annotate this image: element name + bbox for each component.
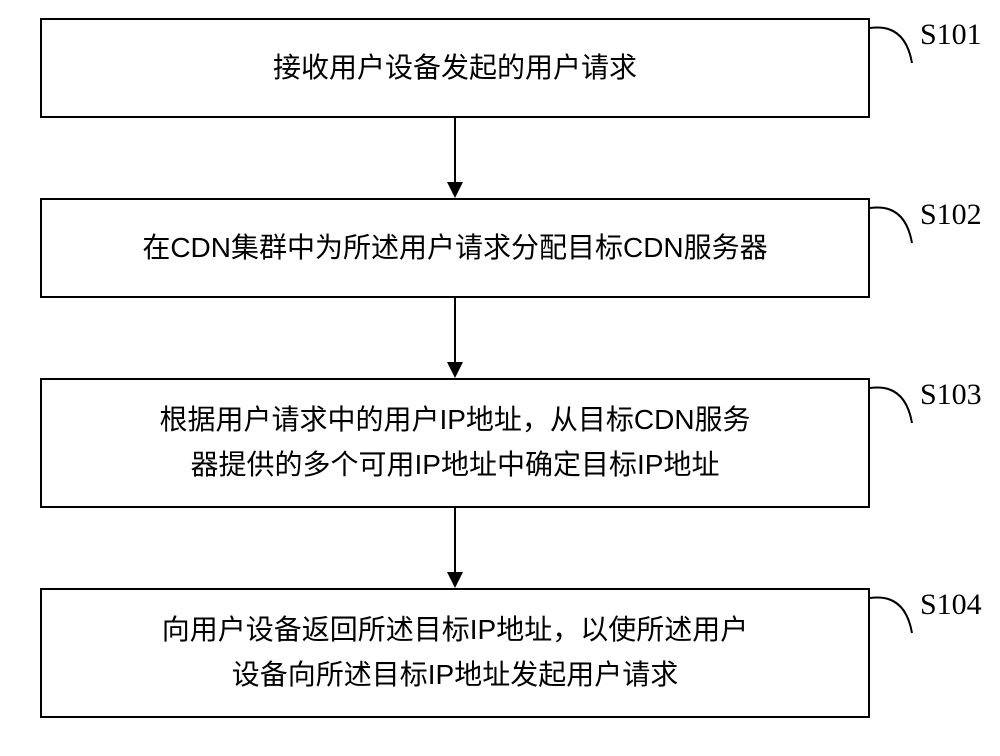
arrow-3-4-line (454, 508, 456, 572)
step-1-box: 接收用户设备发起的用户请求 (40, 18, 870, 118)
step-2-text: 在CDN集群中为所述用户请求分配目标CDN服务器 (142, 226, 767, 271)
arrow-3-4-head (447, 572, 463, 588)
step-2-label: S102 (920, 198, 982, 232)
arrow-1-2-line (454, 118, 456, 182)
step-1-label: S101 (920, 18, 982, 52)
arrow-2-3-head (447, 362, 463, 378)
step-4-box: 向用户设备返回所述目标IP地址，以使所述用户 设备向所述目标IP地址发起用户请求 (40, 588, 870, 718)
step-4-label: S104 (920, 588, 982, 622)
step-3-label: S103 (920, 378, 982, 412)
step-3-box: 根据用户请求中的用户IP地址，从目标CDN服务 器提供的多个可用IP地址中确定目… (40, 378, 870, 508)
flowchart-canvas: 接收用户设备发起的用户请求 S101 在CDN集群中为所述用户请求分配目标CDN… (0, 0, 1000, 756)
step-2-box: 在CDN集群中为所述用户请求分配目标CDN服务器 (40, 198, 870, 298)
arrow-2-3-line (454, 298, 456, 362)
step-1-text: 接收用户设备发起的用户请求 (273, 46, 637, 91)
step-4-text: 向用户设备返回所述目标IP地址，以使所述用户 设备向所述目标IP地址发起用户请求 (162, 608, 748, 698)
arrow-1-2-head (447, 182, 463, 198)
step-3-text: 根据用户请求中的用户IP地址，从目标CDN服务 器提供的多个可用IP地址中确定目… (159, 398, 750, 488)
